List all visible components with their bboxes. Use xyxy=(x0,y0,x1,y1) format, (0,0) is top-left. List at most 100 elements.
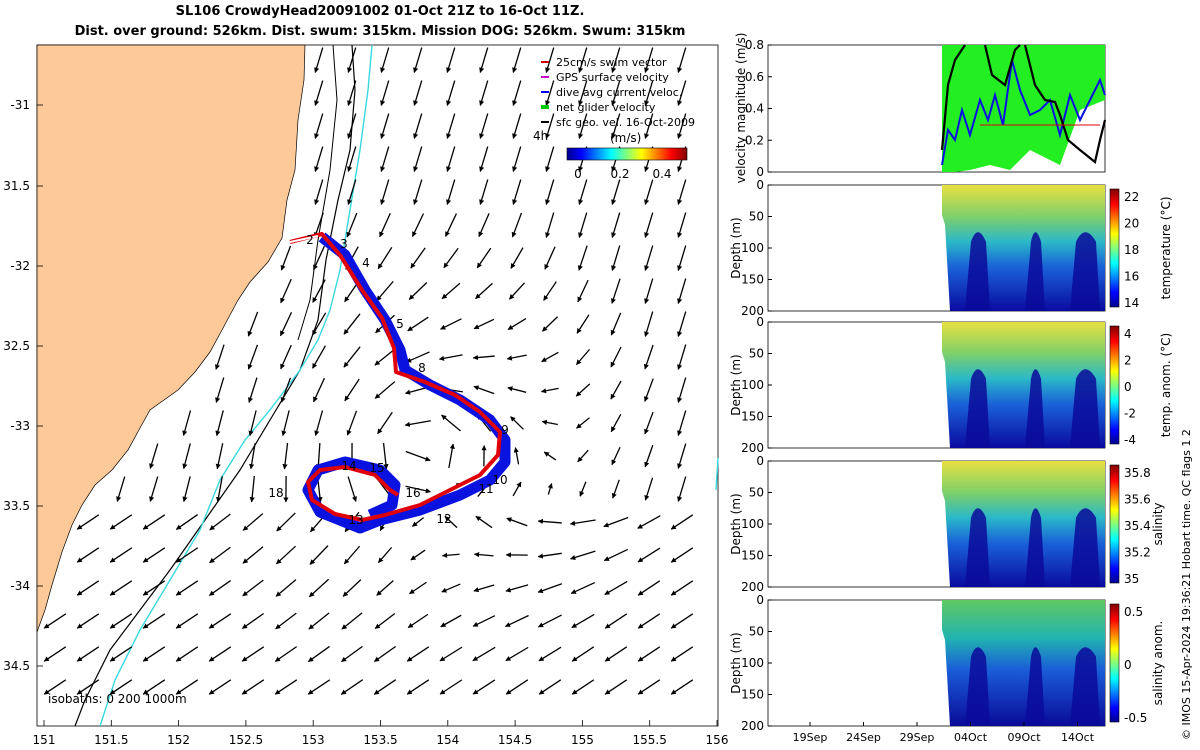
geo-velocity-arrow xyxy=(380,80,390,106)
geo-velocity-arrow xyxy=(373,645,396,663)
geo-velocity-arrow xyxy=(347,476,357,502)
geo-velocity-arrow xyxy=(208,613,232,629)
depth-tick-label: 100 xyxy=(741,517,764,531)
geo-velocity-arrow xyxy=(411,517,425,527)
geo-velocity-arrow xyxy=(575,383,591,397)
geo-velocity-arrow xyxy=(569,519,596,526)
geo-velocity-arrow xyxy=(472,354,495,361)
lon-tick-label: 156 xyxy=(706,733,729,747)
geo-velocity-arrow xyxy=(473,551,494,558)
geo-velocity-arrow xyxy=(644,311,654,337)
velocity-tick-label: 0 xyxy=(756,165,764,179)
geo-velocity-arrow xyxy=(76,547,100,563)
section-cold-core xyxy=(1025,647,1045,726)
colorbar-tick-label: -0.5 xyxy=(1124,711,1147,725)
geo-velocity-arrow xyxy=(505,679,529,695)
geo-velocity-arrow xyxy=(149,443,159,469)
geo-velocity-arrow xyxy=(440,318,462,330)
day-label: 2 xyxy=(306,233,314,247)
geo-velocity-arrow xyxy=(577,449,589,463)
geo-velocity-arrow xyxy=(407,316,429,332)
geo-velocity-arrow xyxy=(312,345,326,369)
geo-velocity-arrow xyxy=(644,278,654,304)
geo-velocity-arrow xyxy=(441,552,460,558)
geo-velocity-arrow xyxy=(376,580,394,596)
geo-velocity-arrow xyxy=(142,613,166,629)
geo-velocity-arrow xyxy=(374,381,396,399)
geo-velocity-arrow xyxy=(603,548,629,562)
geo-velocity-arrow xyxy=(670,679,694,695)
geo-velocity-arrow xyxy=(670,613,694,629)
velocity-tick-label: 0.2 xyxy=(745,133,764,147)
geo-velocity-arrow xyxy=(109,547,133,563)
geo-velocity-arrow xyxy=(280,344,292,370)
geo-velocity-arrow xyxy=(637,580,661,596)
geo-velocity-arrow xyxy=(307,679,331,695)
geo-velocity-arrow xyxy=(374,612,396,630)
legend-time: 4h xyxy=(533,129,548,143)
map-colorbar-ticks: 0 0.2 0.4 xyxy=(574,167,671,181)
geo-velocity-arrow xyxy=(677,344,687,370)
geo-velocity-arrow xyxy=(538,646,562,662)
geo-velocity-arrow xyxy=(408,282,428,300)
latitude-ticks: -31 31.5 -32 32.5 -33 33.5 -34 34.5 xyxy=(3,98,43,673)
isobath-1000m xyxy=(74,44,356,727)
map-legend: 25cm/s swim vector GPS surface velocity di… xyxy=(541,56,695,129)
geo-velocity-arrow xyxy=(215,377,225,403)
track-current-blue xyxy=(302,232,511,534)
date-tick-label: 14Oct xyxy=(1061,731,1095,744)
geo-velocity-arrow xyxy=(670,514,694,530)
geo-velocity-arrow xyxy=(637,547,661,563)
day-label: 18 xyxy=(268,486,283,500)
geo-velocity-arrow xyxy=(677,179,687,205)
geo-velocity-arrow xyxy=(537,552,562,559)
geo-velocity-arrow xyxy=(142,679,166,695)
colorbar-label: salinity anom. xyxy=(1151,621,1165,706)
geo-velocity-arrow xyxy=(505,646,529,662)
date-tick-label: 04Oct xyxy=(954,731,988,744)
geo-velocity-arrow xyxy=(677,278,687,304)
geo-velocity-arrow xyxy=(439,646,463,662)
geo-velocity-arrow xyxy=(142,580,166,596)
geo-velocity-arrow xyxy=(537,518,562,525)
geo-velocity-arrow xyxy=(209,546,231,564)
geo-velocity-arrow xyxy=(545,179,555,205)
map-colorbar xyxy=(566,147,688,161)
geo-velocity-arrow xyxy=(380,113,390,139)
lat-tick-label: -32 xyxy=(10,259,30,273)
day-label: 4 xyxy=(362,256,370,270)
depth-ylabel: Depth (m) xyxy=(729,632,743,693)
geo-velocity-arrow xyxy=(215,410,224,437)
colorbar-tick-label: 35.4 xyxy=(1124,519,1151,533)
colorbar-tick: 0.2 xyxy=(610,167,629,181)
geo-velocity-arrow xyxy=(677,212,687,238)
geo-velocity-arrow xyxy=(276,512,296,532)
track-red xyxy=(289,232,502,522)
geo-velocity-arrow xyxy=(43,613,67,629)
geo-velocity-arrow xyxy=(542,316,558,332)
geo-velocity-arrow xyxy=(610,278,621,304)
geo-velocity-arrow xyxy=(479,47,489,73)
geo-velocity-arrow xyxy=(380,47,390,73)
depth-tick-label: 50 xyxy=(749,625,764,639)
chart-title-line1: SL106 CrowdyHead20091002 01-Oct 21Z to 1… xyxy=(175,4,585,19)
geo-velocity-arrow xyxy=(312,279,326,303)
depth-tick-label: 150 xyxy=(741,410,764,424)
geo-velocity-arrow xyxy=(472,646,496,662)
lat-tick-label: -31 xyxy=(10,98,30,112)
geo-velocity-arrow xyxy=(274,646,298,662)
geo-velocity-arrow xyxy=(175,580,199,596)
lon-tick-label: 154.5 xyxy=(498,733,532,747)
depth-tick-label: 0 xyxy=(756,315,764,329)
geo-velocity-arrow xyxy=(611,80,621,106)
geo-velocity-arrow xyxy=(347,179,357,205)
geo-velocity-arrow xyxy=(308,578,330,598)
geo-velocity-arrow xyxy=(406,679,430,695)
geo-velocity-arrow xyxy=(380,146,390,172)
colorbar-tick-label: 16 xyxy=(1124,270,1139,284)
geo-velocity-arrow xyxy=(604,580,628,596)
geo-velocity-arrow xyxy=(677,47,687,73)
geo-velocity-arrow xyxy=(43,679,67,695)
